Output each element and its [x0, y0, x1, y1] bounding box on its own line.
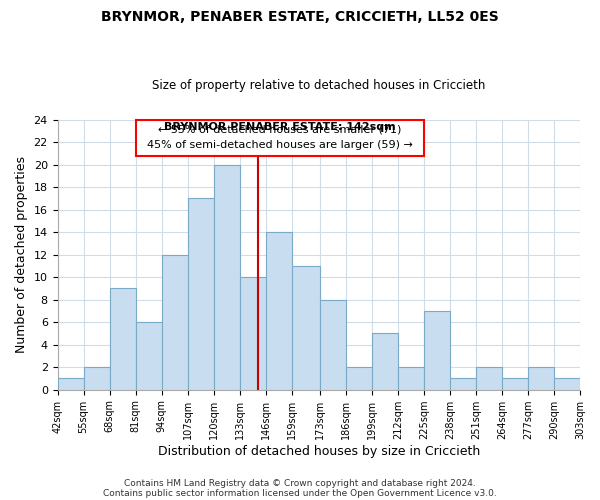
Text: BRYNMOR, PENABER ESTATE, CRICCIETH, LL52 0ES: BRYNMOR, PENABER ESTATE, CRICCIETH, LL52… — [101, 10, 499, 24]
Bar — [346, 367, 372, 390]
Bar — [372, 334, 398, 390]
Bar — [188, 198, 214, 390]
Y-axis label: Number of detached properties: Number of detached properties — [15, 156, 28, 353]
X-axis label: Distribution of detached houses by size in Criccieth: Distribution of detached houses by size … — [158, 444, 480, 458]
Bar — [292, 266, 320, 390]
FancyBboxPatch shape — [136, 120, 424, 156]
Title: Size of property relative to detached houses in Criccieth: Size of property relative to detached ho… — [152, 79, 485, 92]
Text: 45% of semi-detached houses are larger (59) →: 45% of semi-detached houses are larger (… — [147, 140, 413, 150]
Bar — [424, 311, 450, 390]
Bar — [239, 277, 266, 390]
Text: ← 55% of detached houses are smaller (71): ← 55% of detached houses are smaller (71… — [158, 124, 401, 134]
Bar — [450, 378, 476, 390]
Bar — [554, 378, 580, 390]
Bar — [398, 367, 424, 390]
Text: Contains public sector information licensed under the Open Government Licence v3: Contains public sector information licen… — [103, 488, 497, 498]
Bar — [136, 322, 161, 390]
Bar — [320, 300, 346, 390]
Bar — [110, 288, 136, 390]
Bar — [528, 367, 554, 390]
Bar — [476, 367, 502, 390]
Bar — [266, 232, 292, 390]
Bar — [214, 164, 239, 390]
Bar — [502, 378, 528, 390]
Bar — [83, 367, 110, 390]
Bar — [58, 378, 83, 390]
Bar — [161, 254, 188, 390]
Text: Contains HM Land Registry data © Crown copyright and database right 2024.: Contains HM Land Registry data © Crown c… — [124, 478, 476, 488]
Text: BRYNMOR PENABER ESTATE: 142sqm: BRYNMOR PENABER ESTATE: 142sqm — [164, 122, 395, 132]
